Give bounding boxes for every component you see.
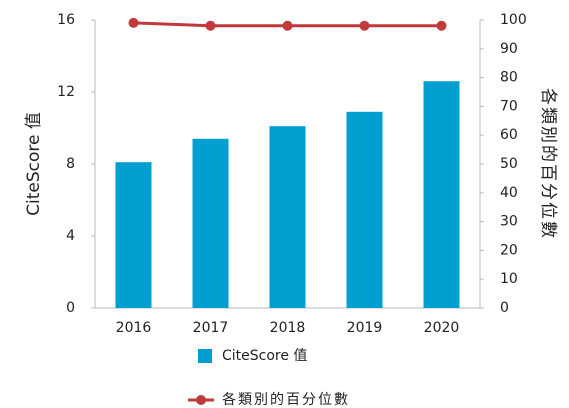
x-tick-label: 2020 [424, 320, 460, 336]
y2-tick-label: 80 [500, 70, 518, 86]
bar [269, 126, 306, 308]
legend-label: 各類別的百分位數 [222, 392, 350, 408]
y2-tick-label: 30 [500, 214, 518, 230]
line-point [359, 20, 370, 31]
x-tick-label: 2016 [116, 320, 152, 336]
y2-axis-title: 各類別的百分位數 [538, 88, 558, 240]
legend-label: CiteScore 值 [222, 348, 307, 364]
bar [115, 162, 152, 308]
y2-tick-label: 40 [500, 185, 518, 201]
y2-tick-label: 100 [500, 12, 527, 28]
line-point [205, 20, 216, 31]
legend-swatch [198, 349, 212, 363]
legend-swatch-dot [196, 395, 206, 405]
y2-tick-label: 10 [500, 271, 518, 287]
y2-tick-label: 50 [500, 156, 518, 172]
y-tick-label: 16 [57, 12, 75, 28]
y2-tick-label: 70 [500, 98, 518, 114]
x-tick-label: 2019 [347, 320, 383, 336]
y2-tick-label: 90 [500, 41, 518, 57]
y-axis-title: CiteScore 值 [24, 112, 44, 216]
y-tick-label: 0 [66, 300, 75, 316]
y2-tick-label: 60 [500, 127, 518, 143]
x-tick-label: 2017 [193, 320, 229, 336]
bar [346, 111, 383, 308]
y2-tick-label: 20 [500, 242, 518, 258]
bar [192, 138, 229, 308]
x-tick-label: 2018 [270, 320, 306, 336]
y-tick-label: 4 [66, 228, 75, 244]
y2-tick-label: 0 [500, 300, 509, 316]
line-point [282, 20, 293, 31]
line-point [128, 17, 139, 28]
y-tick-label: 12 [57, 84, 75, 100]
bar [423, 81, 460, 308]
line-point [436, 20, 447, 31]
y-tick-label: 8 [66, 156, 75, 172]
